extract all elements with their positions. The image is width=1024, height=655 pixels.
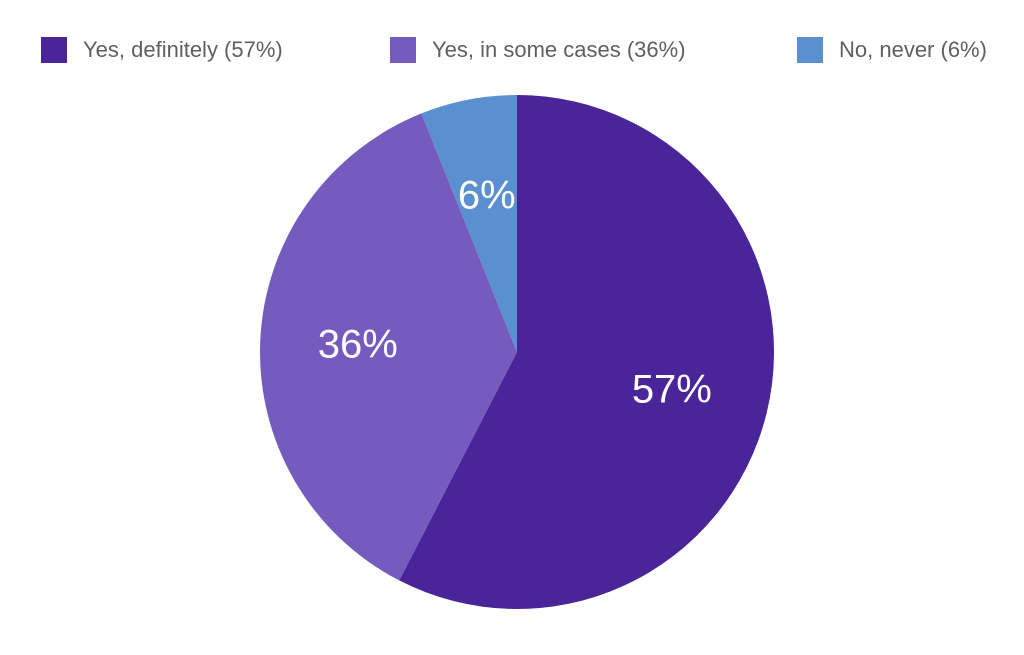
pie-slice-2[interactable] bbox=[421, 95, 517, 352]
pie-slices bbox=[260, 95, 775, 609]
pie-slice-labels: 57% 36% 6% bbox=[318, 174, 712, 412]
pie-slice-1[interactable] bbox=[260, 113, 517, 581]
legend-item-no-never[interactable]: No, never (6%) bbox=[797, 30, 987, 70]
legend-item-yes-definitely[interactable]: Yes, definitely (57%) bbox=[41, 30, 283, 70]
pie-slice-label-2: 6% bbox=[458, 174, 516, 218]
pie-slice-label-1: 36% bbox=[318, 322, 398, 366]
legend-label-yes-in-some-cases: Yes, in some cases (36%) bbox=[432, 37, 686, 62]
legend-label-yes-definitely: Yes, definitely (57%) bbox=[83, 37, 283, 62]
legend-swatch-yes-definitely bbox=[41, 37, 67, 63]
legend-swatch-yes-in-some-cases bbox=[390, 37, 416, 63]
chart-legend: Yes, definitely (57%) Yes, in some cases… bbox=[0, 30, 1024, 70]
legend-label-no-never: No, never (6%) bbox=[839, 37, 987, 62]
legend-item-yes-in-some-cases[interactable]: Yes, in some cases (36%) bbox=[390, 30, 686, 70]
pie-slice-0[interactable] bbox=[399, 95, 775, 609]
pie-slice-label-0: 57% bbox=[632, 368, 712, 412]
legend-swatch-no-never bbox=[797, 37, 823, 63]
